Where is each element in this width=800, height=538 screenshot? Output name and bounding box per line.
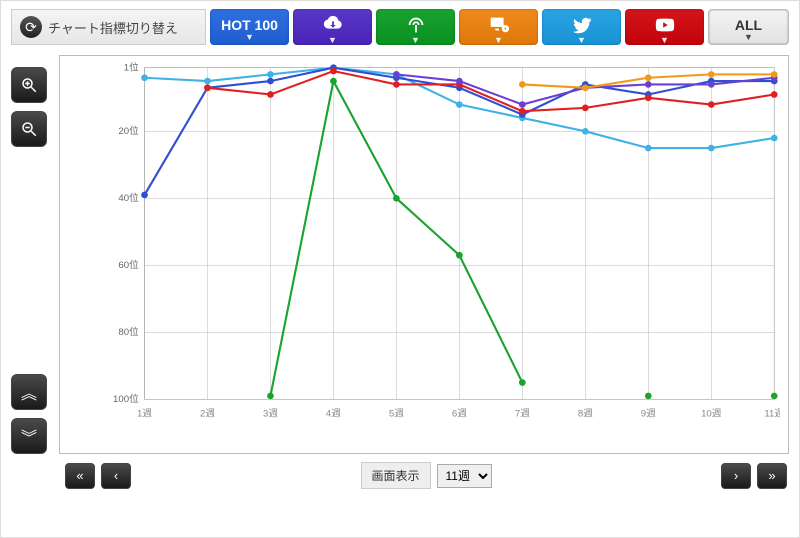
svg-text:6週: 6週 [452,407,467,419]
chevron-down-icon: ▼ [411,36,420,44]
double-chevron-down-icon: ︾ [21,424,37,448]
svg-text:7週: 7週 [515,407,530,419]
tab-download[interactable]: ▼ [293,9,372,45]
svg-text:10週: 10週 [701,407,722,419]
refresh-icon [20,16,42,38]
svg-text:20位: 20位 [118,125,139,137]
chevron-down-icon: ▼ [577,36,586,44]
svg-text:5週: 5週 [389,407,404,419]
chevron-left-icon: ‹ [114,468,118,483]
chevron-down-icon: ▼ [245,33,254,41]
double-chevron-left-icon: « [76,468,83,483]
svg-text:1週: 1週 [137,407,152,419]
youtube-icon [654,14,676,36]
chevron-down-icon: ▼ [494,36,503,44]
tab-streaming[interactable]: ▼ [376,9,455,45]
tab-hot100[interactable]: HOT 100 ▼ [210,9,289,45]
tab-youtube[interactable]: ▼ [625,9,704,45]
chevron-down-icon: ▼ [328,36,337,44]
zoom-out-icon [20,120,38,138]
next-page-button[interactable]: › [721,463,751,489]
double-chevron-right-icon: » [768,468,775,483]
tab-lookup[interactable]: ▼ [459,9,538,45]
download-cloud-icon [322,14,344,36]
monitor-disc-icon [488,14,510,36]
svg-text:11週: 11週 [764,407,780,419]
last-page-button[interactable]: » [757,463,787,489]
zoom-in-icon [20,76,38,94]
tab-twitter[interactable]: ▼ [542,9,621,45]
svg-text:4週: 4週 [326,407,341,419]
svg-text:1位: 1位 [124,62,139,74]
double-chevron-up-icon: ︽ [21,380,37,404]
switcher-label: チャート指標切り替え [48,18,178,37]
tab-label: HOT 100 [221,17,278,33]
chart-metric-switcher[interactable]: チャート指標切り替え [11,9,206,45]
svg-text:9週: 9週 [641,407,656,419]
ranking-chart: 1週 2週 3週 4週 5週 6週 7週 8週 9週 10週 11週 1位 20位 40位 60位 80位 10… [59,55,789,454]
broadcast-icon [405,14,427,36]
week-select[interactable]: 11週 [437,464,492,488]
zoom-in-button[interactable] [11,67,47,103]
chevron-down-icon: ▼ [744,33,753,41]
svg-text:2週: 2週 [200,407,215,419]
svg-text:80位: 80位 [118,326,139,338]
svg-text:60位: 60位 [118,259,139,271]
chevron-down-icon: ▼ [660,36,669,44]
prev-page-button[interactable]: ‹ [101,463,131,489]
svg-text:8週: 8週 [578,407,593,419]
zoom-out-button[interactable] [11,111,47,147]
twitter-icon [571,14,593,36]
svg-text:40位: 40位 [118,192,139,204]
first-page-button[interactable]: « [65,463,95,489]
chevron-right-icon: › [734,468,738,483]
scroll-down-button[interactable]: ︾ [11,418,47,454]
svg-text:3週: 3週 [263,407,278,419]
tab-label: ALL [735,17,762,33]
view-label: 画面表示 [361,462,431,489]
tab-all[interactable]: ALL ▼ [708,9,789,45]
scroll-up-button[interactable]: ︽ [11,374,47,410]
svg-text:100位: 100位 [113,393,139,405]
